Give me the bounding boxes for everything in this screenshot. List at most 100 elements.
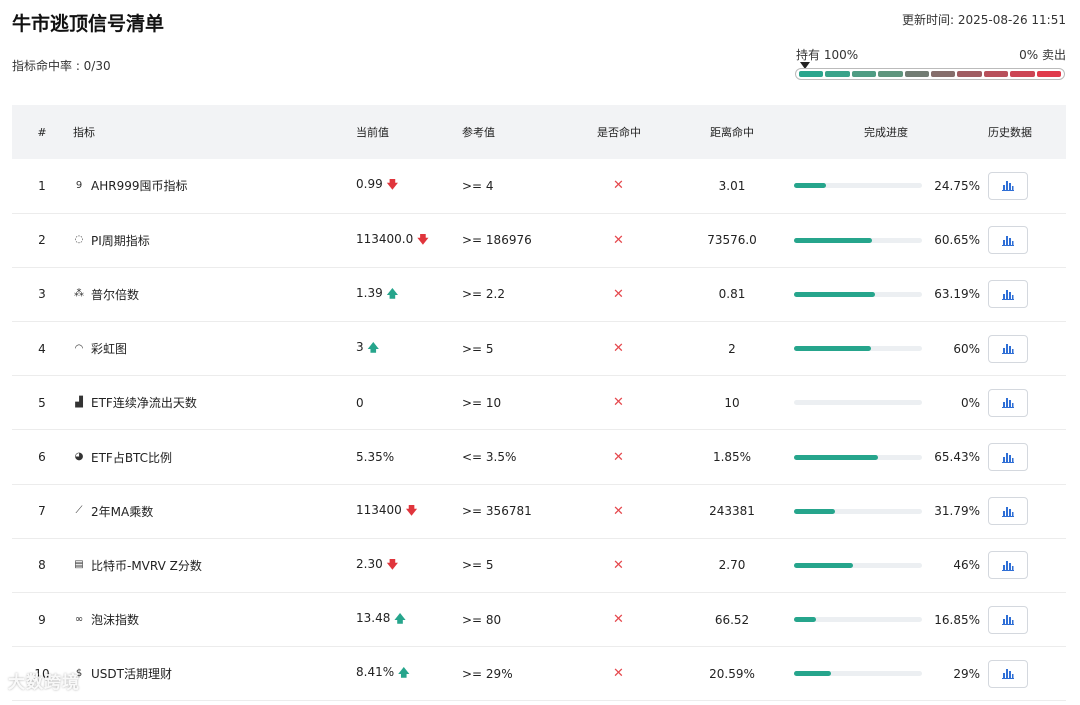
history-cell (987, 267, 1066, 321)
progress-bar (794, 508, 922, 514)
history-data-button[interactable] (988, 226, 1028, 255)
cross-icon: ✕ (613, 612, 624, 628)
cross-icon: ✕ (613, 503, 624, 519)
current-value: 8.41% (356, 665, 395, 680)
indicator-name: USDT活期理财 (91, 667, 172, 682)
indicator-name: 普尔倍数 (91, 287, 140, 302)
progress-percent: 46% (953, 558, 980, 573)
progress-bar (794, 454, 922, 460)
history-data-button[interactable] (988, 497, 1028, 526)
indicator-cell[interactable]: $ USDT活期理财 (72, 647, 355, 701)
indicator-cell[interactable]: ◕ ETF占BTC比例 (72, 430, 355, 484)
history-data-button[interactable] (988, 443, 1028, 472)
indicator-cell[interactable]: ▤ 比特币-MVRV Z分数 (72, 538, 355, 592)
history-data-button[interactable] (988, 659, 1028, 688)
history-data-button[interactable] (988, 388, 1028, 417)
row-index: 5 (38, 395, 46, 410)
current-value: 3 (356, 340, 364, 355)
cross-icon: ✕ (613, 178, 624, 194)
reference-value: >= 80 (462, 612, 502, 627)
hit-status-cell: ✕ (575, 159, 679, 213)
bar-chart-icon: ▟ (75, 396, 83, 408)
history-data-button[interactable] (988, 551, 1028, 580)
progress-bar (794, 400, 922, 406)
indicator-cell[interactable]: 9 AHR999囤币指标 (72, 159, 355, 213)
history-cell (987, 484, 1066, 538)
calculator-icon: ▤ (74, 559, 84, 571)
arrow-down-icon: 🡇 (405, 503, 418, 517)
history-cell (987, 159, 1066, 213)
current-value: 13.48 (356, 611, 391, 626)
progress-bar (794, 346, 922, 352)
history-data-button[interactable] (988, 605, 1028, 634)
history-cell (987, 538, 1066, 592)
arrow-down-icon: 🡇 (386, 557, 399, 571)
indicator-cell[interactable]: ◠ 彩虹图 (72, 322, 355, 376)
current-value: 1.39 (356, 285, 383, 300)
cross-icon: ✕ (613, 232, 624, 248)
gauge-segment (957, 71, 982, 77)
progress-percent: 63.19% (934, 287, 980, 302)
row-index: 4 (38, 341, 46, 356)
hit-status-cell: ✕ (575, 593, 679, 647)
progress-fill (794, 617, 816, 623)
watermark-logo: 大数跨境 (8, 673, 80, 693)
indicator-cell[interactable]: ▟ ETF连续净流出天数 (72, 376, 355, 430)
progress-bar (794, 237, 922, 243)
progress-percent: 60% (953, 341, 980, 356)
progress-cell: 16.85% (785, 593, 987, 647)
progress-percent: 16.85% (934, 612, 980, 627)
bar-chart-icon (1002, 181, 1014, 192)
cross-icon: ✕ (613, 666, 624, 682)
progress-cell: 60.65% (785, 213, 987, 267)
hit-status-cell: ✕ (575, 267, 679, 321)
distance-value: 243381 (709, 504, 755, 519)
bar-chart-icon (1002, 289, 1014, 300)
current-value-cell: 2.30 🡇 (355, 538, 461, 592)
hit-status-cell: ✕ (575, 213, 679, 267)
bar-chart-icon (1002, 560, 1014, 571)
indicator-name: 2年MA乘数 (91, 504, 154, 519)
history-data-button[interactable] (988, 334, 1028, 363)
bar-chart-icon (1002, 452, 1014, 463)
table-row: 10 $ USDT活期理财 8.41% 🡅 >= 29% ✕ 20.59% 29% (12, 647, 1066, 701)
distance-value: 2 (728, 341, 736, 356)
signal-table: # 指标 当前值 参考值 是否命中 距离命中 完成进度 历史数据 1 9 AHR99… (12, 105, 1066, 701)
indicator-cell[interactable]: ◌ PI周期指标 (72, 213, 355, 267)
progress-cell: 29% (785, 647, 987, 701)
cross-icon: ✕ (613, 286, 624, 302)
current-value: 0 (356, 395, 364, 410)
row-index: 3 (38, 287, 46, 302)
gauge-segment (878, 71, 903, 77)
indicator-cell[interactable]: ∞ 泡沫指数 (72, 593, 355, 647)
updated-timestamp: 更新时间: 2025-08-26 11:51 (902, 13, 1066, 27)
arrow-down-icon: 🡇 (417, 232, 429, 246)
progress-bar (794, 183, 922, 189)
history-data-button[interactable] (988, 171, 1028, 200)
indicator-name: PI周期指标 (91, 233, 150, 248)
history-cell (987, 376, 1066, 430)
hold-sell-gauge (795, 68, 1065, 80)
progress-fill (794, 671, 832, 677)
indicator-name: 比特币-MVRV Z分数 (91, 558, 202, 573)
hit-status-cell: ✕ (575, 538, 679, 592)
cross-icon: ✕ (613, 341, 624, 357)
indicator-name: ETF占BTC比例 (91, 450, 173, 465)
col-header-index: # (37, 125, 47, 139)
history-cell (987, 647, 1066, 701)
indicator-cell[interactable]: ⁂ 普尔倍数 (72, 267, 355, 321)
gauge-segment (983, 71, 1009, 77)
history-data-button[interactable] (988, 280, 1028, 309)
pi-cycle-icon: ◌ (74, 234, 84, 246)
bar-chart-icon (1002, 344, 1014, 355)
current-value-cell: 8.41% 🡅 (355, 647, 461, 701)
indicator-cell[interactable]: ⟋ 2年MA乘数 (72, 484, 355, 538)
page-title: 牛市逃顶信号清单 (12, 13, 165, 35)
current-value-cell: 113400 🡇 (355, 484, 461, 538)
col-header-indicator: 指标 (73, 126, 95, 139)
row-index: 9 (38, 612, 46, 627)
bubble-icon: ∞ (74, 613, 84, 625)
col-header-hit: 是否命中 (597, 126, 641, 139)
history-cell (987, 593, 1066, 647)
progress-cell: 65.43% (785, 430, 987, 484)
